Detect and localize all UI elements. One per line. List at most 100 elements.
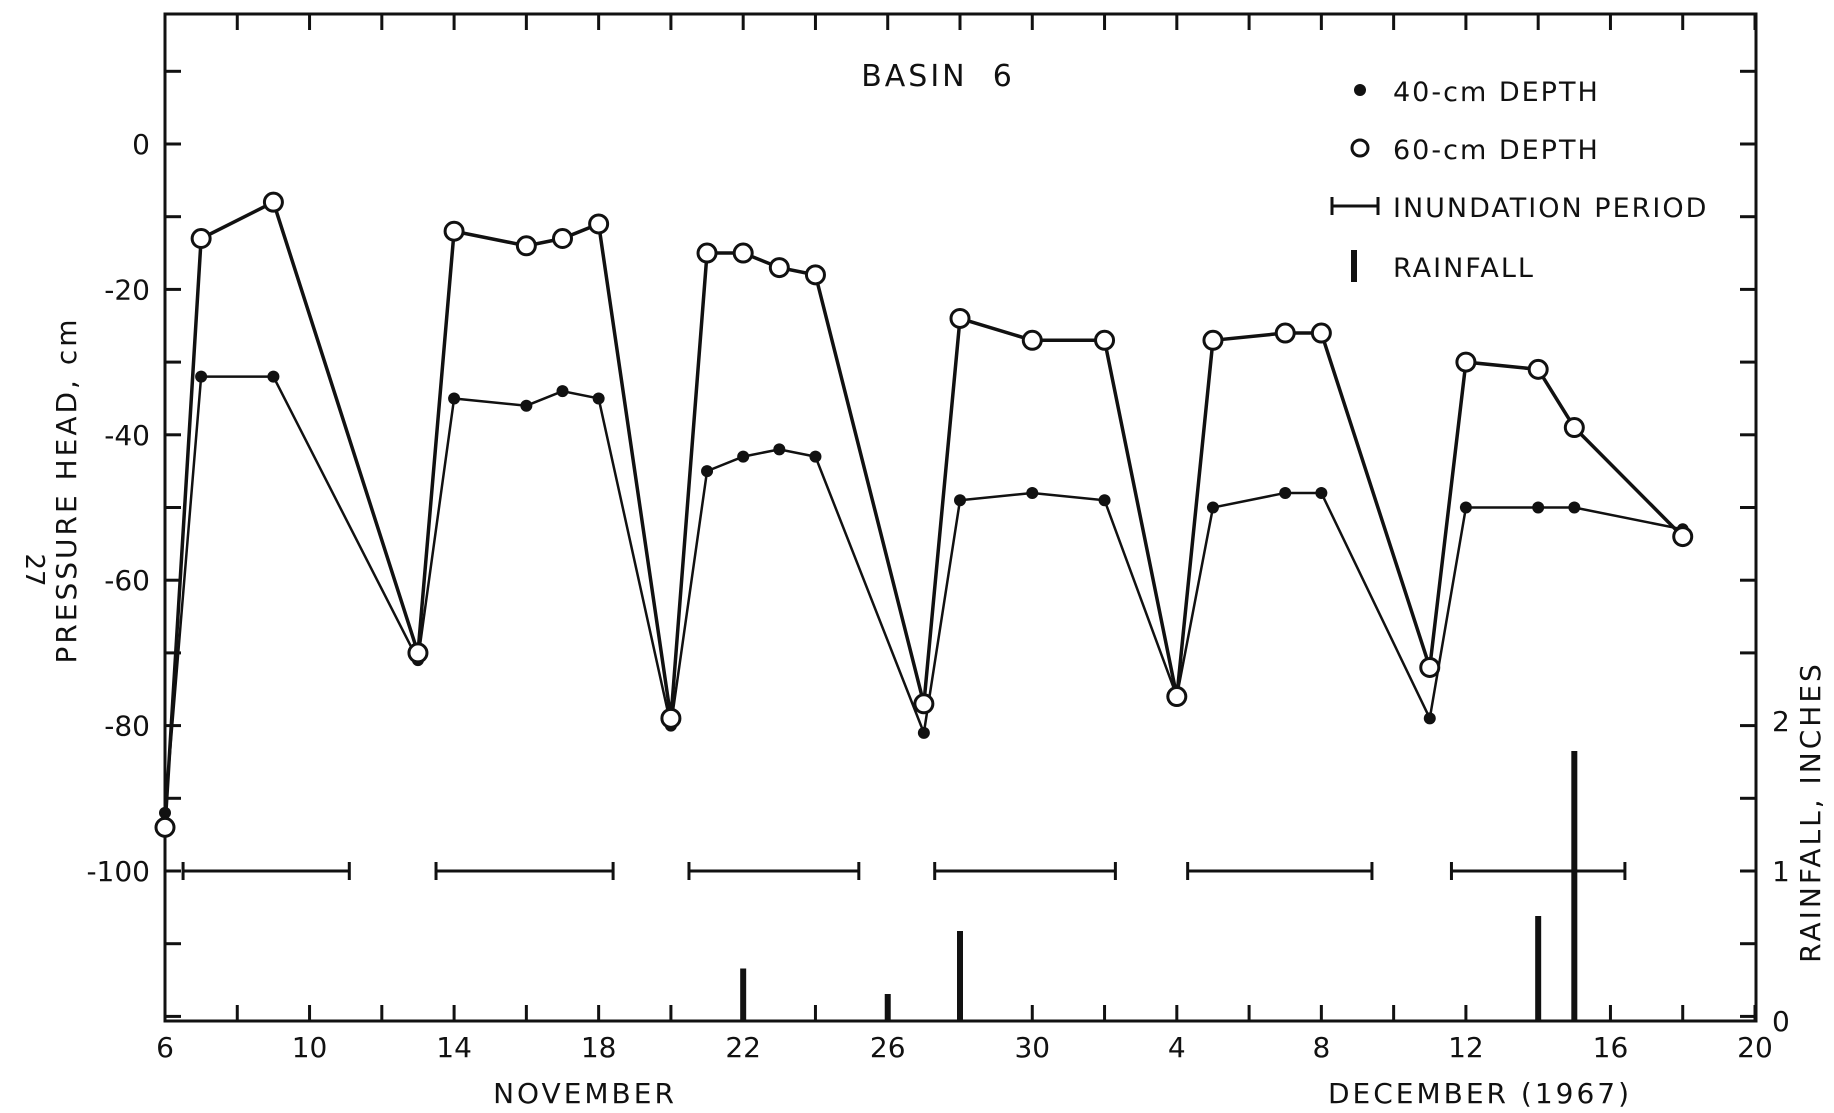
point-40cm xyxy=(1423,712,1436,725)
point-40cm xyxy=(1098,494,1111,507)
axis-ticks xyxy=(163,14,1757,1021)
y-axis-label: PRESSURE HEAD, cm xyxy=(50,316,83,663)
inundation-bracket xyxy=(687,862,861,880)
axis-labels: 6 10 14 18 22 26 30 4 8 12 16 200-20-40-60-80-10001… xyxy=(86,128,1789,1064)
inundation-bracket xyxy=(1186,862,1374,880)
x-tick-label: 22 xyxy=(725,1031,761,1064)
point-60cm xyxy=(1419,656,1441,678)
point-40cm xyxy=(1279,486,1292,499)
point-60cm xyxy=(696,242,718,264)
point-40cm xyxy=(1026,486,1039,499)
point-60cm xyxy=(913,693,935,715)
legend-bar-icon xyxy=(1351,250,1357,282)
x-axis-label-november: NOVEMBER xyxy=(493,1077,677,1110)
x-tick-label: 26 xyxy=(870,1031,906,1064)
point-60cm xyxy=(732,242,754,264)
point-40cm xyxy=(520,399,533,412)
point-40cm xyxy=(448,392,461,405)
series-lines xyxy=(163,199,1684,828)
y2-tick-label: 2 xyxy=(1772,705,1790,738)
series-line-40cm xyxy=(163,375,1683,813)
point-40cm xyxy=(195,370,208,383)
legend: 40-cm DEPTH 60-cm DEPTH INUNDATION PERIO… xyxy=(1330,77,1708,284)
point-60cm xyxy=(515,235,537,257)
x-tick-label: 16 xyxy=(1593,1031,1629,1064)
inundation-bracket xyxy=(434,862,615,880)
legend-label-60cm: 60-cm DEPTH xyxy=(1393,135,1600,166)
series-line-60cm xyxy=(163,199,1684,828)
chart-title: BASIN 6 xyxy=(861,59,1015,94)
point-60cm xyxy=(1094,329,1116,351)
point-40cm xyxy=(917,726,930,739)
legend-open-circle-icon xyxy=(1350,138,1370,158)
point-40cm xyxy=(1315,486,1328,499)
x-tick-label: 6 xyxy=(156,1031,174,1064)
legend-bracket-icon xyxy=(1330,197,1380,215)
rainfall-bar xyxy=(740,968,747,1021)
side-page-number: 27 xyxy=(19,553,49,586)
point-40cm xyxy=(1459,501,1472,514)
rainfall-bars xyxy=(740,751,1578,1021)
point-60cm xyxy=(154,816,176,838)
x-tick-label: 20 xyxy=(1737,1031,1773,1064)
y-tick-label: -80 xyxy=(104,710,150,743)
y-tick-label: 0 xyxy=(132,128,150,161)
y-tick-label: -100 xyxy=(86,855,150,888)
point-60cm xyxy=(1166,686,1188,708)
point-60cm xyxy=(1021,329,1043,351)
point-60cm xyxy=(262,191,284,213)
point-60cm xyxy=(949,307,971,329)
y2-axis-label: RAINFALL, INCHES xyxy=(1794,661,1827,963)
x-tick-label: 14 xyxy=(436,1031,472,1064)
y-tick-label: -60 xyxy=(104,564,150,597)
point-40cm xyxy=(159,806,171,819)
inundation-bracket xyxy=(933,862,1117,880)
point-40cm xyxy=(1206,501,1219,514)
point-40cm xyxy=(267,370,280,383)
y2-tick-label: 0 xyxy=(1772,1005,1790,1038)
point-40cm xyxy=(1532,501,1545,514)
legend-filled-dot-icon xyxy=(1354,84,1366,96)
point-60cm xyxy=(1310,322,1332,344)
x-tick-label: 12 xyxy=(1448,1031,1484,1064)
inundation-periods xyxy=(181,862,1627,880)
point-60cm xyxy=(1563,417,1585,439)
series-markers xyxy=(154,191,1694,838)
point-40cm xyxy=(1568,501,1581,514)
point-60cm xyxy=(190,228,212,250)
point-60cm xyxy=(588,213,610,235)
y-tick-label: -20 xyxy=(104,273,150,306)
point-40cm xyxy=(737,450,750,463)
point-40cm xyxy=(592,392,605,405)
point-60cm xyxy=(443,220,465,242)
point-60cm xyxy=(1274,322,1296,344)
point-60cm xyxy=(1455,351,1477,373)
y2-tick-label: 1 xyxy=(1772,855,1790,888)
point-60cm xyxy=(1672,526,1694,548)
legend-label-inundation: INUNDATION PERIOD xyxy=(1393,193,1708,224)
y-tick-label: -40 xyxy=(104,419,150,452)
legend-label-rainfall: RAINFALL xyxy=(1393,253,1535,284)
point-40cm xyxy=(773,443,786,456)
x-tick-label: 30 xyxy=(1014,1031,1050,1064)
point-40cm xyxy=(954,494,966,507)
point-40cm xyxy=(701,465,714,478)
rainfall-bar xyxy=(1571,751,1578,1021)
point-60cm xyxy=(552,228,573,250)
x-tick-label: 8 xyxy=(1312,1031,1330,1064)
rainfall-bar xyxy=(884,994,891,1021)
point-40cm xyxy=(809,450,822,463)
point-60cm xyxy=(660,707,682,729)
point-60cm xyxy=(1202,329,1224,351)
rainfall-bar xyxy=(1535,916,1542,1021)
point-60cm xyxy=(1527,358,1549,380)
x-tick-label: 10 xyxy=(292,1031,328,1064)
point-40cm xyxy=(556,385,569,398)
rainfall-bar xyxy=(957,931,963,1021)
point-60cm xyxy=(804,264,826,286)
point-60cm xyxy=(407,642,429,664)
x-tick-label: 18 xyxy=(581,1031,617,1064)
inundation-bracket xyxy=(1449,862,1627,880)
x-tick-label: 4 xyxy=(1168,1031,1186,1064)
